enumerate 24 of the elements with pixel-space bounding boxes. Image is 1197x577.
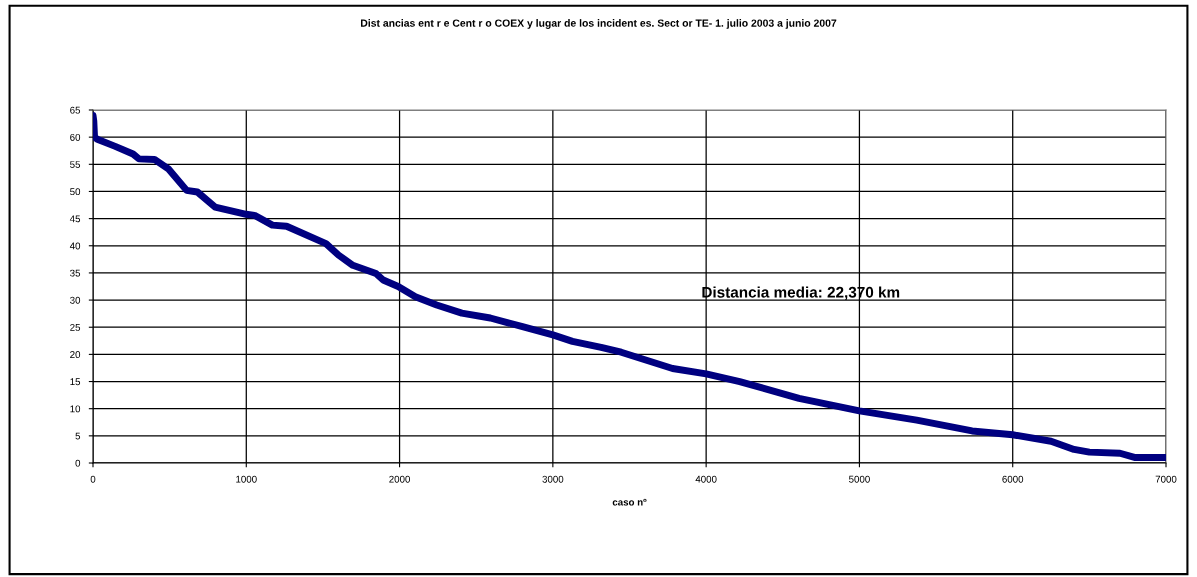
y-tick-label: 15 — [70, 378, 81, 386]
y-tick-label: 5 — [75, 432, 81, 440]
x-tick-label: 0 — [90, 475, 96, 483]
y-tick-label: 35 — [70, 269, 81, 277]
x-tick-label: 7000 — [1155, 475, 1177, 483]
x-tick-label: 2000 — [389, 475, 411, 483]
y-tick-label: 10 — [70, 405, 81, 413]
y-tick-label: 55 — [70, 161, 81, 168]
y-tick-label: 45 — [69, 215, 81, 223]
y-tick-label: 40 — [69, 242, 81, 250]
y-tick-label: 20 — [70, 351, 81, 358]
x-axis-title: caso nº — [612, 498, 647, 506]
y-tick-label: 30 — [70, 296, 81, 304]
x-tick-label: 6000 — [1002, 475, 1024, 483]
y-tick-label: 50 — [70, 188, 81, 196]
x-tick-label: 5000 — [849, 475, 870, 483]
y-tick-label: 0 — [75, 459, 81, 467]
y-tick-label: 65 — [70, 106, 81, 114]
chart-title: Dist ancias ent r e Cent r o COEX y lugar de los incident es. Sect or TE- 1. julio 2003 a junio 2007 — [361, 19, 837, 29]
x-tick-label: 4000 — [695, 475, 717, 483]
y-tick-label: 25 — [70, 323, 81, 331]
x-tick-label: 1000 — [236, 475, 257, 483]
y-tick-label: 60 — [70, 133, 81, 141]
x-tick-label: 3000 — [542, 475, 564, 483]
